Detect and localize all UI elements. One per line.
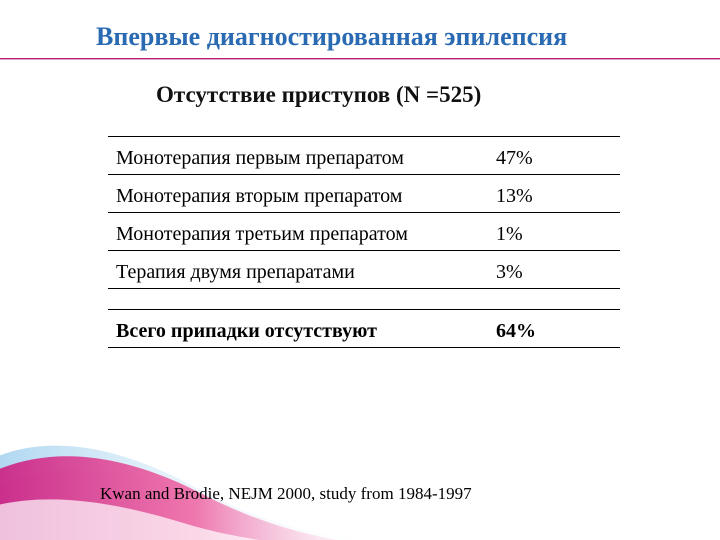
row-label: Монотерапия первым препаратом	[116, 147, 496, 170]
total-label: Всего припадки отсутствуют	[116, 320, 496, 343]
table-row: Терапия двумя препаратами 3%	[108, 251, 620, 289]
row-label: Монотерапия вторым препаратом	[116, 185, 496, 208]
data-table: Монотерапия первым препаратом 47% Моноте…	[108, 136, 620, 348]
row-value: 1%	[496, 223, 616, 246]
table-total-row: Всего припадки отсутствуют 64%	[108, 309, 620, 348]
row-value: 47%	[496, 147, 616, 170]
table-gap	[108, 289, 620, 309]
table-row: Монотерапия первым препаратом 47%	[108, 137, 620, 175]
row-label: Терапия двумя препаратами	[116, 261, 496, 284]
table-row: Монотерапия вторым препаратом 13%	[108, 175, 620, 213]
row-label: Монотерапия третьим препаратом	[116, 223, 496, 246]
citation-text: Kwan and Brodie, NEJM 2000, study from 1…	[100, 484, 472, 504]
table-row: Монотерапия третьим препаратом 1%	[108, 213, 620, 251]
slide-subtitle: Отсутствие приступов (N =525)	[0, 60, 720, 108]
row-value: 3%	[496, 261, 616, 284]
slide-title: Впервые диагностированная эпилепсия	[0, 0, 720, 52]
total-value: 64%	[496, 320, 616, 343]
row-value: 13%	[496, 185, 616, 208]
